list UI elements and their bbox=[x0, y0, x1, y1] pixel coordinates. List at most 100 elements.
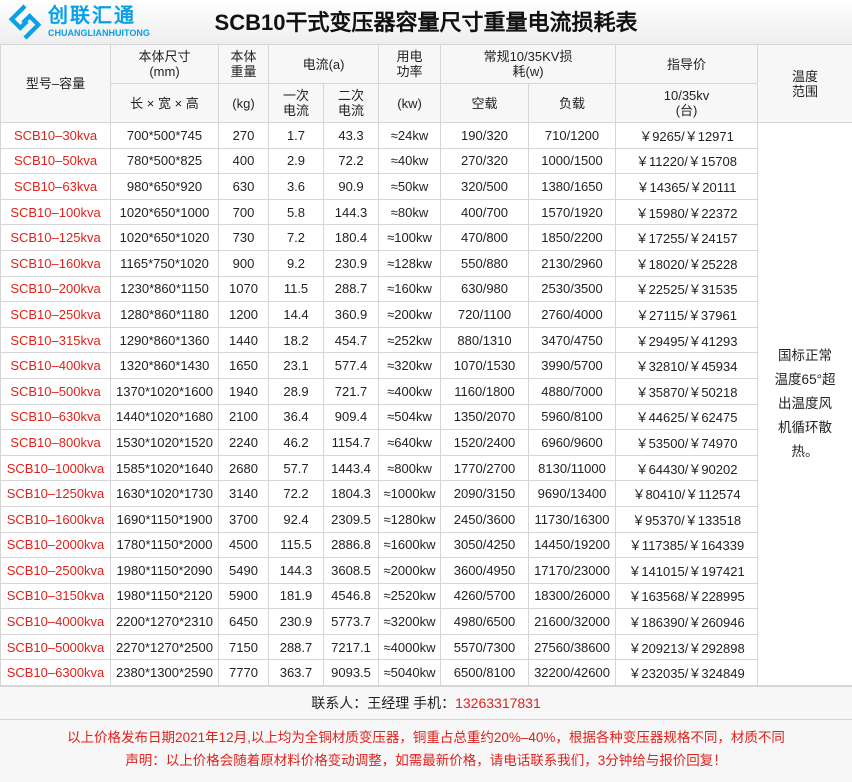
cell-size: 1230*860*1150 bbox=[111, 276, 219, 302]
cell-power: ≈100kw bbox=[379, 225, 441, 251]
cell-loss-noload: 2450/3600 bbox=[441, 506, 529, 532]
cell-size: 980*650*920 bbox=[111, 174, 219, 200]
header-size-unit: (mm) bbox=[149, 64, 179, 79]
cell-weight: 400 bbox=[219, 148, 269, 174]
cell-weight: 270 bbox=[219, 123, 269, 149]
cell-loss-noload: 880/1310 bbox=[441, 327, 529, 353]
cell-loss-noload: 3600/4950 bbox=[441, 558, 529, 584]
cell-current-secondary: 144.3 bbox=[324, 199, 379, 225]
cell-price: ￥15980/￥22372 bbox=[616, 199, 758, 225]
cell-weight: 1440 bbox=[219, 327, 269, 353]
cell-loss-load: 4880/7000 bbox=[529, 378, 616, 404]
cell-loss-noload: 720/1100 bbox=[441, 302, 529, 328]
cell-power: ≈160kw bbox=[379, 276, 441, 302]
cell-power: ≈50kw bbox=[379, 174, 441, 200]
cell-loss-load: 32200/42600 bbox=[529, 660, 616, 686]
cell-size: 2200*1270*2310 bbox=[111, 609, 219, 635]
cell-weight: 5900 bbox=[219, 583, 269, 609]
cell-power: ≈40kw bbox=[379, 148, 441, 174]
cell-loss-noload: 190/320 bbox=[441, 123, 529, 149]
cell-size: 780*500*825 bbox=[111, 148, 219, 174]
cell-model: SCB10–63kva bbox=[1, 174, 111, 200]
cell-loss-load: 2760/4000 bbox=[529, 302, 616, 328]
notice-line-2: 声明：以上价格会随着原材料价格变动调整，如需最新价格，请电话联系我们，3分钟给与… bbox=[0, 749, 852, 772]
cell-loss-load: 21600/32000 bbox=[529, 609, 616, 635]
cell-loss-noload: 4260/5700 bbox=[441, 583, 529, 609]
cell-current-primary: 7.2 bbox=[269, 225, 324, 251]
cell-power: ≈400kw bbox=[379, 378, 441, 404]
cell-current-primary: 2.9 bbox=[269, 148, 324, 174]
header-power: 用电功率 bbox=[379, 45, 441, 84]
cell-size: 1280*860*1180 bbox=[111, 302, 219, 328]
cell-model: SCB10–1000kva bbox=[1, 455, 111, 481]
cell-current-secondary: 72.2 bbox=[324, 148, 379, 174]
cell-power: ≈4000kw bbox=[379, 634, 441, 660]
logo-mark-icon bbox=[8, 3, 42, 41]
cell-price: ￥53500/￥74970 bbox=[616, 430, 758, 456]
cell-current-primary: 144.3 bbox=[269, 558, 324, 584]
cell-loss-load: 11730/16300 bbox=[529, 506, 616, 532]
cell-model: SCB10–2500kva bbox=[1, 558, 111, 584]
cell-current-secondary: 180.4 bbox=[324, 225, 379, 251]
cell-size: 1690*1150*1900 bbox=[111, 506, 219, 532]
cell-current-secondary: 909.4 bbox=[324, 404, 379, 430]
cell-price: ￥27115/￥37961 bbox=[616, 302, 758, 328]
cell-loss-load: 17170/23000 bbox=[529, 558, 616, 584]
cell-weight: 2240 bbox=[219, 430, 269, 456]
cell-current-secondary: 9093.5 bbox=[324, 660, 379, 686]
cell-current-primary: 288.7 bbox=[269, 634, 324, 660]
cell-loss-noload: 1520/2400 bbox=[441, 430, 529, 456]
cell-power: ≈1000kw bbox=[379, 481, 441, 507]
cell-size: 1980*1150*2120 bbox=[111, 583, 219, 609]
cell-loss-load: 1850/2200 bbox=[529, 225, 616, 251]
header-loss-load: 负载 bbox=[529, 84, 616, 123]
cell-current-secondary: 1804.3 bbox=[324, 481, 379, 507]
cell-weight: 2680 bbox=[219, 455, 269, 481]
header-power-unit: (kw) bbox=[379, 84, 441, 123]
watermark-subtext: CHUANGLIANHUITONG bbox=[48, 28, 150, 39]
cell-loss-noload: 6500/8100 bbox=[441, 660, 529, 686]
cell-loss-noload: 630/980 bbox=[441, 276, 529, 302]
cell-weight: 4500 bbox=[219, 532, 269, 558]
cell-weight: 2100 bbox=[219, 404, 269, 430]
cell-loss-load: 3990/5700 bbox=[529, 353, 616, 379]
watermark-logo: 创联汇通 CHUANGLIANHUITONG bbox=[8, 3, 198, 41]
cell-size: 1020*650*1020 bbox=[111, 225, 219, 251]
notice: 以上价格发布日期2021年12月,以上均为全铜材质变压器，铜重占总重约20%–4… bbox=[0, 719, 852, 782]
cell-power: ≈128kw bbox=[379, 250, 441, 276]
cell-size: 1530*1020*1520 bbox=[111, 430, 219, 456]
cell-price: ￥11220/￥15708 bbox=[616, 148, 758, 174]
page-title: SCB10干式变压器容量尺寸重量电流损耗表 bbox=[215, 10, 638, 35]
cell-price: ￥141015/￥197421 bbox=[616, 558, 758, 584]
cell-current-primary: 115.5 bbox=[269, 532, 324, 558]
cell-weight: 700 bbox=[219, 199, 269, 225]
cell-loss-load: 8130/11000 bbox=[529, 455, 616, 481]
cell-loss-noload: 320/500 bbox=[441, 174, 529, 200]
cell-price: ￥95370/￥133518 bbox=[616, 506, 758, 532]
cell-loss-load: 1570/1920 bbox=[529, 199, 616, 225]
cell-loss-load: 2530/3500 bbox=[529, 276, 616, 302]
cell-model: SCB10–800kva bbox=[1, 430, 111, 456]
cell-price: ￥17255/￥24157 bbox=[616, 225, 758, 251]
contact-phone[interactable]: 13263317831 bbox=[455, 695, 541, 711]
cell-power: ≈800kw bbox=[379, 455, 441, 481]
cell-price: ￥18020/￥25228 bbox=[616, 250, 758, 276]
cell-current-secondary: 3608.5 bbox=[324, 558, 379, 584]
cell-loss-load: 9690/13400 bbox=[529, 481, 616, 507]
cell-size: 1630*1020*1730 bbox=[111, 481, 219, 507]
header-loss-noload: 空载 bbox=[441, 84, 529, 123]
cell-weight: 3700 bbox=[219, 506, 269, 532]
cell-power: ≈1600kw bbox=[379, 532, 441, 558]
cell-price: ￥29495/￥41293 bbox=[616, 327, 758, 353]
cell-price: ￥9265/￥12971 bbox=[616, 123, 758, 149]
cell-power: ≈504kw bbox=[379, 404, 441, 430]
cell-size: 1440*1020*1680 bbox=[111, 404, 219, 430]
cell-price: ￥44625/￥62475 bbox=[616, 404, 758, 430]
